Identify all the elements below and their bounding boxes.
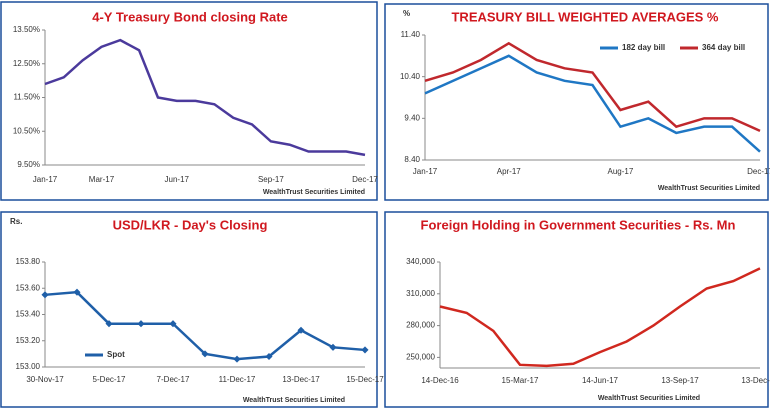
y-tick-label: 153.20 (16, 336, 41, 345)
source: WealthTrust Securities Limited (263, 189, 365, 196)
marker (361, 346, 369, 354)
y-tick-label: 11.50% (13, 93, 40, 102)
x-tick-label: Aug-17 (608, 167, 634, 176)
source: WealthTrust Securities Limited (658, 185, 760, 192)
y-axis-label: Rs. (10, 217, 22, 226)
legend-label: 182 day bill (622, 43, 665, 52)
marker (329, 343, 337, 351)
y-tick-label: 8.40 (404, 155, 420, 164)
y-tick-label: 280,000 (406, 321, 435, 330)
y-tick-label: 340,000 (406, 257, 435, 266)
y-tick-label: 250,000 (406, 353, 435, 362)
y-tick-label: 10.50% (13, 126, 40, 135)
x-tick-label: 14-Dec-16 (421, 376, 459, 385)
marker (265, 352, 273, 361)
x-tick-label: 11-Dec-17 (219, 375, 256, 384)
chart-title: 4-Y Treasury Bond closing Rate (92, 9, 288, 24)
marker (105, 320, 113, 328)
panel (384, 3, 769, 201)
line (44, 38, 366, 157)
x-tick-label: Jan-17 (413, 167, 438, 176)
x-tick-label: Jun-17 (165, 175, 190, 184)
y-tick-label: 9.50% (17, 160, 40, 169)
chart-title: TREASURY BILL WEIGHTED AVERAGES % (451, 9, 718, 24)
y-tick-label: 153.40 (16, 310, 41, 319)
x-tick-label: 15-Mar-17 (502, 376, 539, 385)
y-tick-label: 153.00 (16, 362, 41, 371)
source: WealthTrust Securities Limited (598, 395, 700, 402)
x-tick-label: 14-Jun-17 (582, 376, 619, 385)
y-tick-label: 11.40 (401, 30, 421, 39)
line (424, 54, 761, 153)
y-tick-label: 310,000 (406, 289, 435, 298)
y-tick-label: 153.80 (16, 257, 41, 266)
x-tick-label: Jan-17 (33, 175, 58, 184)
line (439, 267, 761, 368)
x-tick-label: 5-Dec-17 (93, 375, 126, 384)
x-tick-label: Dec-17 (747, 167, 770, 176)
y-tick-label: 12.50% (13, 59, 40, 68)
y-axis-label: % (403, 9, 410, 18)
marker (297, 326, 305, 334)
x-tick-label: 13-Dec-17 (282, 375, 320, 384)
panel (0, 211, 378, 408)
x-tick-label: 7-Dec-17 (157, 375, 190, 384)
x-tick-label: 15-Dec-17 (346, 375, 384, 384)
y-tick-label: 9.40 (404, 113, 420, 122)
x-tick-label: 13-Dec-17 (741, 376, 770, 385)
y-tick-label: 10.40 (400, 72, 421, 81)
x-tick-label: Sep-17 (258, 175, 284, 184)
x-tick-label: 30-Nov-17 (26, 375, 64, 384)
legend-label: 364 day bill (702, 43, 745, 52)
marker (169, 320, 177, 328)
source: WealthTrust Securities Limited (243, 397, 345, 404)
x-tick-label: Mar-17 (89, 175, 115, 184)
marker (41, 291, 49, 299)
marker (233, 355, 241, 363)
legend-label: Spot (107, 350, 125, 359)
x-tick-label: Apr-17 (497, 167, 522, 176)
marker (73, 288, 81, 296)
marker (137, 320, 145, 328)
chart-title: Foreign Holding in Government Securities… (421, 217, 736, 232)
line (424, 41, 761, 132)
chart-title: USD/LKR - Day's Closing (113, 217, 268, 232)
y-tick-label: 153.60 (16, 283, 41, 292)
x-tick-label: 13-Sep-17 (661, 376, 699, 385)
x-tick-label: Dec-17 (352, 175, 378, 184)
y-tick-label: 13.50% (13, 25, 40, 34)
marker (201, 350, 209, 358)
